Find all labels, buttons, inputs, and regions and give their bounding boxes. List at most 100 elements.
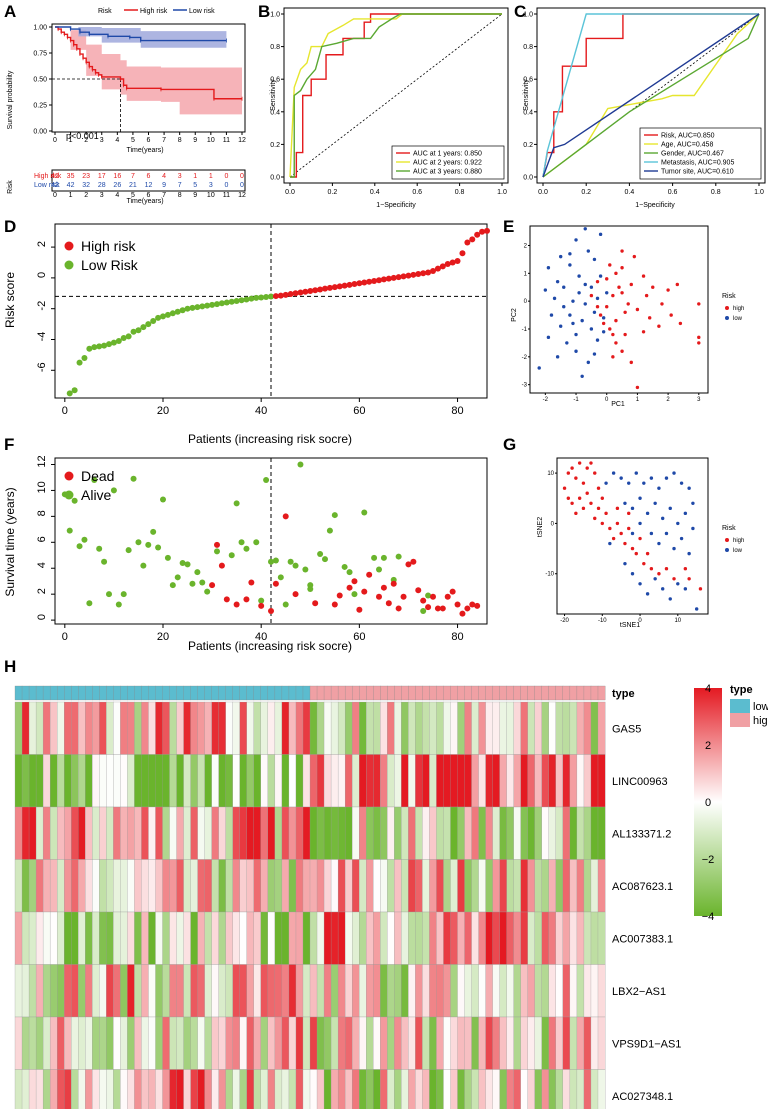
f-ytick-label: 2 xyxy=(36,588,48,594)
g-point-low xyxy=(642,481,646,485)
d-point-high xyxy=(449,259,456,266)
f-point-alive xyxy=(346,569,353,576)
h-annot-cell xyxy=(401,685,409,701)
f-point-alive xyxy=(120,591,127,598)
h-heat-cell xyxy=(204,1016,213,1070)
h-heat-cell xyxy=(373,859,381,913)
b-legend-box xyxy=(391,145,505,180)
d-point-high xyxy=(297,289,304,296)
h-heat-cell xyxy=(492,911,500,965)
h-heat-cell xyxy=(183,911,191,965)
h-heat-cell xyxy=(28,964,37,1018)
h-heat-cell xyxy=(267,806,276,860)
h-heat-cell xyxy=(288,1016,297,1070)
e-point-high xyxy=(601,321,606,326)
h-heat-cell xyxy=(513,911,522,965)
h-heat-cell xyxy=(183,1016,191,1070)
h-heat-cell xyxy=(49,859,58,913)
f-point-alive xyxy=(307,582,314,589)
h-heat-cell xyxy=(583,1069,592,1109)
e-point-high xyxy=(623,310,627,314)
d-point-low xyxy=(184,305,191,312)
a-table-cell: 12 xyxy=(145,182,153,189)
h-annot-cell xyxy=(288,685,297,701)
e-legend-high: high xyxy=(733,306,744,312)
h-annot-cell xyxy=(548,685,557,701)
d-point-high xyxy=(464,239,471,246)
h-heat-cell xyxy=(274,754,283,808)
h-heat-cell xyxy=(260,964,269,1018)
e-point-low xyxy=(568,252,572,256)
a-xtick-label: 2 xyxy=(84,137,88,144)
h-heat-cell xyxy=(85,911,93,965)
h-heat-cell xyxy=(450,964,458,1018)
d-ytick-label: -2 xyxy=(36,301,48,311)
e-point-low xyxy=(577,291,581,295)
h-heat-cell xyxy=(113,1016,121,1070)
g-point-low xyxy=(627,481,631,485)
h-heat-cell xyxy=(281,1016,290,1070)
a-table-xtick: 4 xyxy=(115,192,119,199)
b-ytick-label: 0.0 xyxy=(270,175,280,182)
h-heat-cell xyxy=(49,1016,58,1070)
h-annot-cell xyxy=(555,685,564,701)
h-heat-cell xyxy=(394,859,402,913)
b-xtick-label: 0.2 xyxy=(328,189,338,196)
h-heat-cell xyxy=(92,911,100,965)
h-heat-cell xyxy=(422,859,430,913)
h-heat-cell xyxy=(64,964,72,1018)
d-point-high xyxy=(317,286,324,293)
h-heat-cell xyxy=(408,1069,416,1109)
d-point-high xyxy=(385,275,392,282)
h-heat-cell xyxy=(534,911,543,965)
h-annot-cell xyxy=(281,685,290,701)
h-annot-cell xyxy=(267,685,276,701)
panel-f-survival-time: 0 20 40 60 80 0 2 4 6 8 10 12 Survival time (years)… xyxy=(3,455,488,653)
h-heat-cell xyxy=(316,1069,325,1109)
h-annot-cell xyxy=(422,685,430,701)
h-heat-cell xyxy=(590,1016,599,1070)
h-heat-cell xyxy=(253,754,262,808)
d-point-high xyxy=(405,272,412,279)
h-heat-cell xyxy=(590,754,599,808)
h-heat-cell xyxy=(253,1069,262,1109)
h-heat-cell xyxy=(569,859,578,913)
h-heat-cell xyxy=(443,911,451,965)
h-heat-cell xyxy=(295,806,304,860)
d-xlabel: Patients (increasing risk socre) xyxy=(188,432,352,446)
d-point-low xyxy=(199,303,206,310)
f-point-alive xyxy=(164,554,171,561)
h-heat-cell xyxy=(134,701,142,755)
d-point-high xyxy=(434,265,441,272)
h-heat-cell xyxy=(485,859,493,913)
h-heat-cell xyxy=(35,806,44,860)
f-point-alive xyxy=(297,461,304,468)
panel-c-roc: 0.0 0.2 0.4 0.6 0.8 1.0 0.0 0.2 0.4 0.6 0.8 1.0 Risk… xyxy=(523,7,766,209)
e-point-low xyxy=(537,366,541,370)
g-xtick-label: -20 xyxy=(560,618,569,624)
g-point-high xyxy=(634,551,638,556)
h-annot-cell xyxy=(260,685,269,701)
e-point-high xyxy=(620,291,624,295)
h-annot-cell xyxy=(148,685,156,701)
h-heat-cell xyxy=(429,859,437,913)
h-heat-cell xyxy=(71,806,79,860)
h-heat-cell xyxy=(520,754,529,808)
h-heat-cell xyxy=(106,911,114,965)
h-heat-cell xyxy=(267,1016,276,1070)
h-heat-cell xyxy=(373,1069,381,1109)
e-point-low xyxy=(592,310,597,314)
h-heat-cell xyxy=(232,806,241,860)
g-point-low xyxy=(630,531,635,536)
h-heat-cell xyxy=(415,964,423,1018)
h-heat-cell xyxy=(204,701,213,755)
h-heat-cell xyxy=(260,911,269,965)
h-heat-cell xyxy=(506,859,515,913)
h-heat-cell xyxy=(190,754,198,808)
h-heat-cell xyxy=(394,754,402,808)
d-point-low xyxy=(218,300,225,307)
h-heat-cell xyxy=(127,911,135,965)
h-heat-cell xyxy=(120,964,128,1018)
h-heat-cell xyxy=(288,806,297,860)
